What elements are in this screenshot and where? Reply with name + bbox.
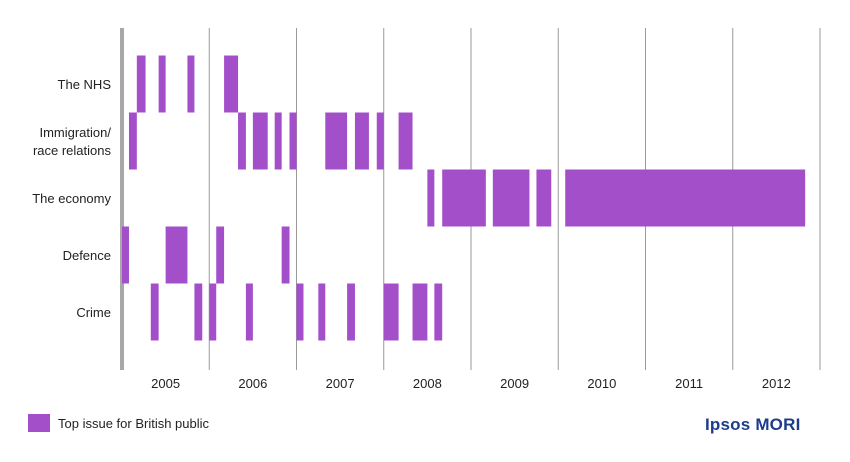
year-label: 2010 xyxy=(587,376,616,391)
year-label: 2011 xyxy=(675,376,703,391)
period-bar xyxy=(158,55,166,113)
period-bar xyxy=(238,112,246,170)
period-bar xyxy=(412,283,428,341)
period-bar xyxy=(442,169,486,227)
legend-swatch xyxy=(28,414,50,432)
period-bar xyxy=(216,226,225,284)
period-bar xyxy=(536,169,552,227)
year-label: 2006 xyxy=(238,376,267,391)
period-bar xyxy=(427,169,435,227)
year-label: 2008 xyxy=(413,376,442,391)
period-bar xyxy=(224,55,239,113)
legend-label: Top issue for British public xyxy=(58,415,210,431)
period-bar xyxy=(347,283,355,341)
period-bar xyxy=(434,283,443,341)
period-bar xyxy=(383,283,399,341)
period-bar xyxy=(274,112,282,170)
period-bar xyxy=(289,112,297,170)
category-label: The NHS xyxy=(58,77,112,92)
period-bar xyxy=(281,226,290,284)
period-bar xyxy=(398,112,413,170)
period-bar xyxy=(354,112,369,170)
year-label: 2012 xyxy=(762,376,791,391)
year-labels: 2005 2006 2007 2008 2009 2010 2011 2012 xyxy=(151,376,791,391)
period-bar xyxy=(325,112,348,170)
period-bar xyxy=(252,112,268,170)
period-bars xyxy=(122,55,806,341)
period-bar xyxy=(122,226,129,284)
category-label: Crime xyxy=(76,305,111,320)
period-bar xyxy=(150,283,159,341)
period-bar xyxy=(187,55,195,113)
period-bar xyxy=(209,283,217,341)
period-bar xyxy=(492,169,530,227)
period-bar xyxy=(194,283,203,341)
ipsos-mori-logo: Ipsos MORI xyxy=(705,415,801,434)
period-bar xyxy=(165,226,188,284)
category-label: Defence xyxy=(63,248,111,263)
year-label: 2009 xyxy=(500,376,529,391)
year-label: 2005 xyxy=(151,376,180,391)
period-bar xyxy=(245,283,253,341)
period-bar xyxy=(565,169,806,227)
category-label: Immigration/race relations xyxy=(33,125,112,158)
period-bar xyxy=(128,112,137,170)
category-label: The economy xyxy=(32,191,111,206)
period-bar xyxy=(318,283,326,341)
period-bar xyxy=(376,112,384,170)
period-bar xyxy=(296,283,304,341)
period-bar xyxy=(136,55,146,113)
category-labels: The NHS Immigration/race relations The eco… xyxy=(32,77,111,320)
legend: Top issue for British public xyxy=(28,414,209,432)
year-label: 2007 xyxy=(326,376,355,391)
timeline-chart: The NHS Immigration/race relations The eco… xyxy=(32,28,821,391)
